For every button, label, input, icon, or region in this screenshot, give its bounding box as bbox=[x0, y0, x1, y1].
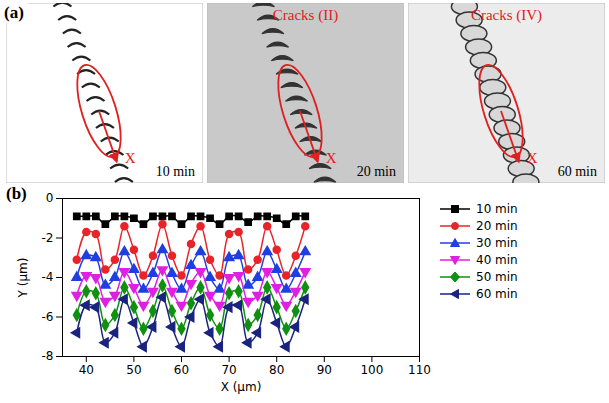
html-text:60 min: 60 min bbox=[476, 286, 518, 301]
svg-text:(a): (a) bbox=[4, 3, 24, 22]
svg-text:-4: -4 bbox=[42, 270, 54, 284]
html-text:30 min: 30 min bbox=[476, 235, 518, 250]
html-text:40 min: 40 min bbox=[476, 252, 518, 267]
svg-text:Cracks (IV): Cracks (IV) bbox=[471, 7, 542, 24]
svg-text:Cracks (II): Cracks (II) bbox=[273, 7, 338, 24]
svg-text:40: 40 bbox=[79, 363, 94, 377]
svg-text:Y (μm): Y (μm) bbox=[16, 258, 30, 299]
html-text:50 min: 50 min bbox=[476, 269, 518, 284]
svg-text:-6: -6 bbox=[42, 310, 54, 324]
svg-text:-2: -2 bbox=[42, 231, 54, 245]
svg-text:70: 70 bbox=[221, 363, 236, 377]
svg-text:60 min: 60 min bbox=[558, 164, 597, 179]
svg-text:X: X bbox=[527, 150, 538, 166]
svg-text:100: 100 bbox=[360, 363, 383, 377]
svg-text:X: X bbox=[125, 150, 136, 166]
svg-text:60: 60 bbox=[174, 363, 189, 377]
html-text:10 min: 10 min bbox=[476, 201, 518, 216]
html-text:(b): (b) bbox=[6, 184, 27, 203]
svg-text:X: X bbox=[326, 150, 337, 166]
svg-text:-8: -8 bbox=[42, 349, 54, 363]
svg-text:0: 0 bbox=[46, 191, 54, 205]
svg-text:10 min: 10 min bbox=[156, 164, 195, 179]
html-text:20 min: 20 min bbox=[476, 218, 518, 233]
svg-text:20 min: 20 min bbox=[357, 164, 396, 179]
svg-text:80: 80 bbox=[269, 363, 284, 377]
svg-text:90: 90 bbox=[317, 363, 332, 377]
svg-text:X (μm): X (μm) bbox=[221, 380, 262, 394]
svg-text:50: 50 bbox=[126, 363, 141, 377]
svg-text:110: 110 bbox=[408, 363, 431, 377]
